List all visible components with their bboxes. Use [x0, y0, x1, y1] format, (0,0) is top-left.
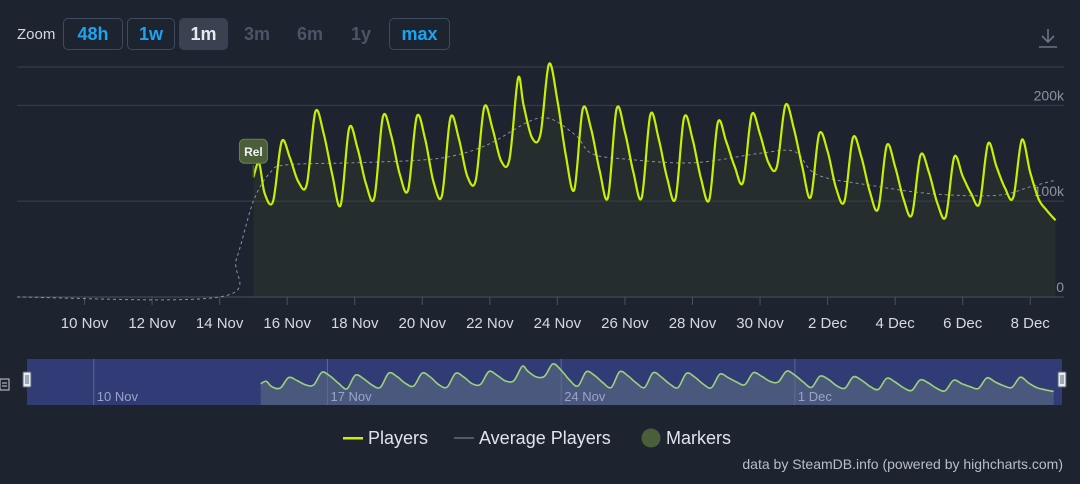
zoom-label: Zoom [17, 26, 56, 43]
x-tick-label: 8 Dec [1011, 315, 1051, 332]
navigator-reset-icon[interactable] [0, 378, 10, 391]
x-tick-label: 16 Nov [263, 315, 311, 332]
main-chart: 0 100k 200k 10 Nov 12 Nov 14 Nov 16 Nov 18 Nov… [16, 62, 1065, 332]
zoom-max-button[interactable]: max [389, 18, 450, 50]
markers: Rel [238, 138, 268, 178]
x-tick-label: 26 Nov [601, 315, 649, 332]
grid [17, 66, 1064, 298]
legend-label-average-players: Average Players [479, 427, 611, 448]
x-tick-label: 20 Nov [399, 315, 447, 332]
x-tick-label: 18 Nov [331, 315, 379, 332]
markers-legend-symbol [641, 428, 661, 448]
zoom-1w-button[interactable]: 1w [127, 18, 175, 50]
zoom-bar: Zoom 48h 1w 1m 3m 6m 1y max [0, 18, 1080, 52]
marker-label: Rel [244, 145, 263, 159]
x-tick-label: 10 Nov [61, 315, 109, 332]
x-tick-label: 6 Dec [943, 315, 983, 332]
y-tick-label: 200k [1034, 87, 1065, 103]
navigator-tick-label: 17 Nov [330, 389, 372, 404]
download-icon[interactable] [1036, 26, 1060, 50]
y-axis-labels: 0 100k 200k [1034, 87, 1065, 295]
x-tick-label: 28 Nov [669, 315, 717, 332]
credit-text: data by SteamDB.info (powered by highcha… [742, 456, 1063, 472]
average-legend-symbol [454, 437, 474, 439]
x-tick-label: 14 Nov [196, 315, 244, 332]
legend-item-markers[interactable]: Markers [641, 424, 731, 452]
x-tick-label: 24 Nov [534, 315, 582, 332]
navigator-tick-label: 1 Dec [798, 389, 832, 404]
x-tick-label: 12 Nov [128, 315, 176, 332]
navigator-left-handle[interactable] [22, 371, 32, 388]
legend-item-players[interactable]: Players [343, 424, 428, 452]
legend-label-markers: Markers [666, 427, 732, 448]
legend-label-players: Players [368, 427, 429, 448]
zoom-48h-button[interactable]: 48h [63, 18, 123, 50]
zoom-3m-button: 3m [243, 23, 270, 44]
navigator-tick-label: 24 Nov [564, 389, 606, 404]
players-legend-symbol [343, 437, 363, 440]
navigator[interactable]: 10 Nov 17 Nov 24 Nov 1 Dec [0, 355, 1080, 407]
x-tick-label: 2 Dec [808, 315, 848, 332]
x-axis-labels: 10 Nov 12 Nov 14 Nov 16 Nov 18 Nov 20 Nov 22 N… [61, 297, 1051, 332]
marker-rel[interactable]: Rel [238, 138, 268, 178]
legend: Players Average Players Markers [0, 424, 1080, 452]
average-players-line [16, 117, 1056, 301]
players-area [253, 63, 1056, 298]
x-tick-label: 30 Nov [736, 315, 784, 332]
navigator-right-handle[interactable] [1057, 371, 1067, 388]
y-tick-label: 0 [1056, 279, 1064, 295]
navigator-tick-labels: 10 Nov 17 Nov 24 Nov 1 Dec [97, 389, 833, 404]
zoom-6m-button: 6m [296, 23, 323, 44]
y-tick-label: 100k [1034, 183, 1065, 199]
zoom-1y-button: 1y [350, 23, 372, 44]
navigator-series-line [260, 362, 1054, 393]
navigator-tick-label: 10 Nov [97, 389, 139, 404]
navigator-handles[interactable] [0, 371, 1067, 391]
players-line [252, 62, 1057, 222]
legend-item-average-players[interactable]: Average Players [454, 424, 611, 452]
x-tick-label: 4 Dec [876, 315, 916, 332]
zoom-1m-button[interactable]: 1m [179, 18, 228, 50]
x-tick-label: 22 Nov [466, 315, 514, 332]
